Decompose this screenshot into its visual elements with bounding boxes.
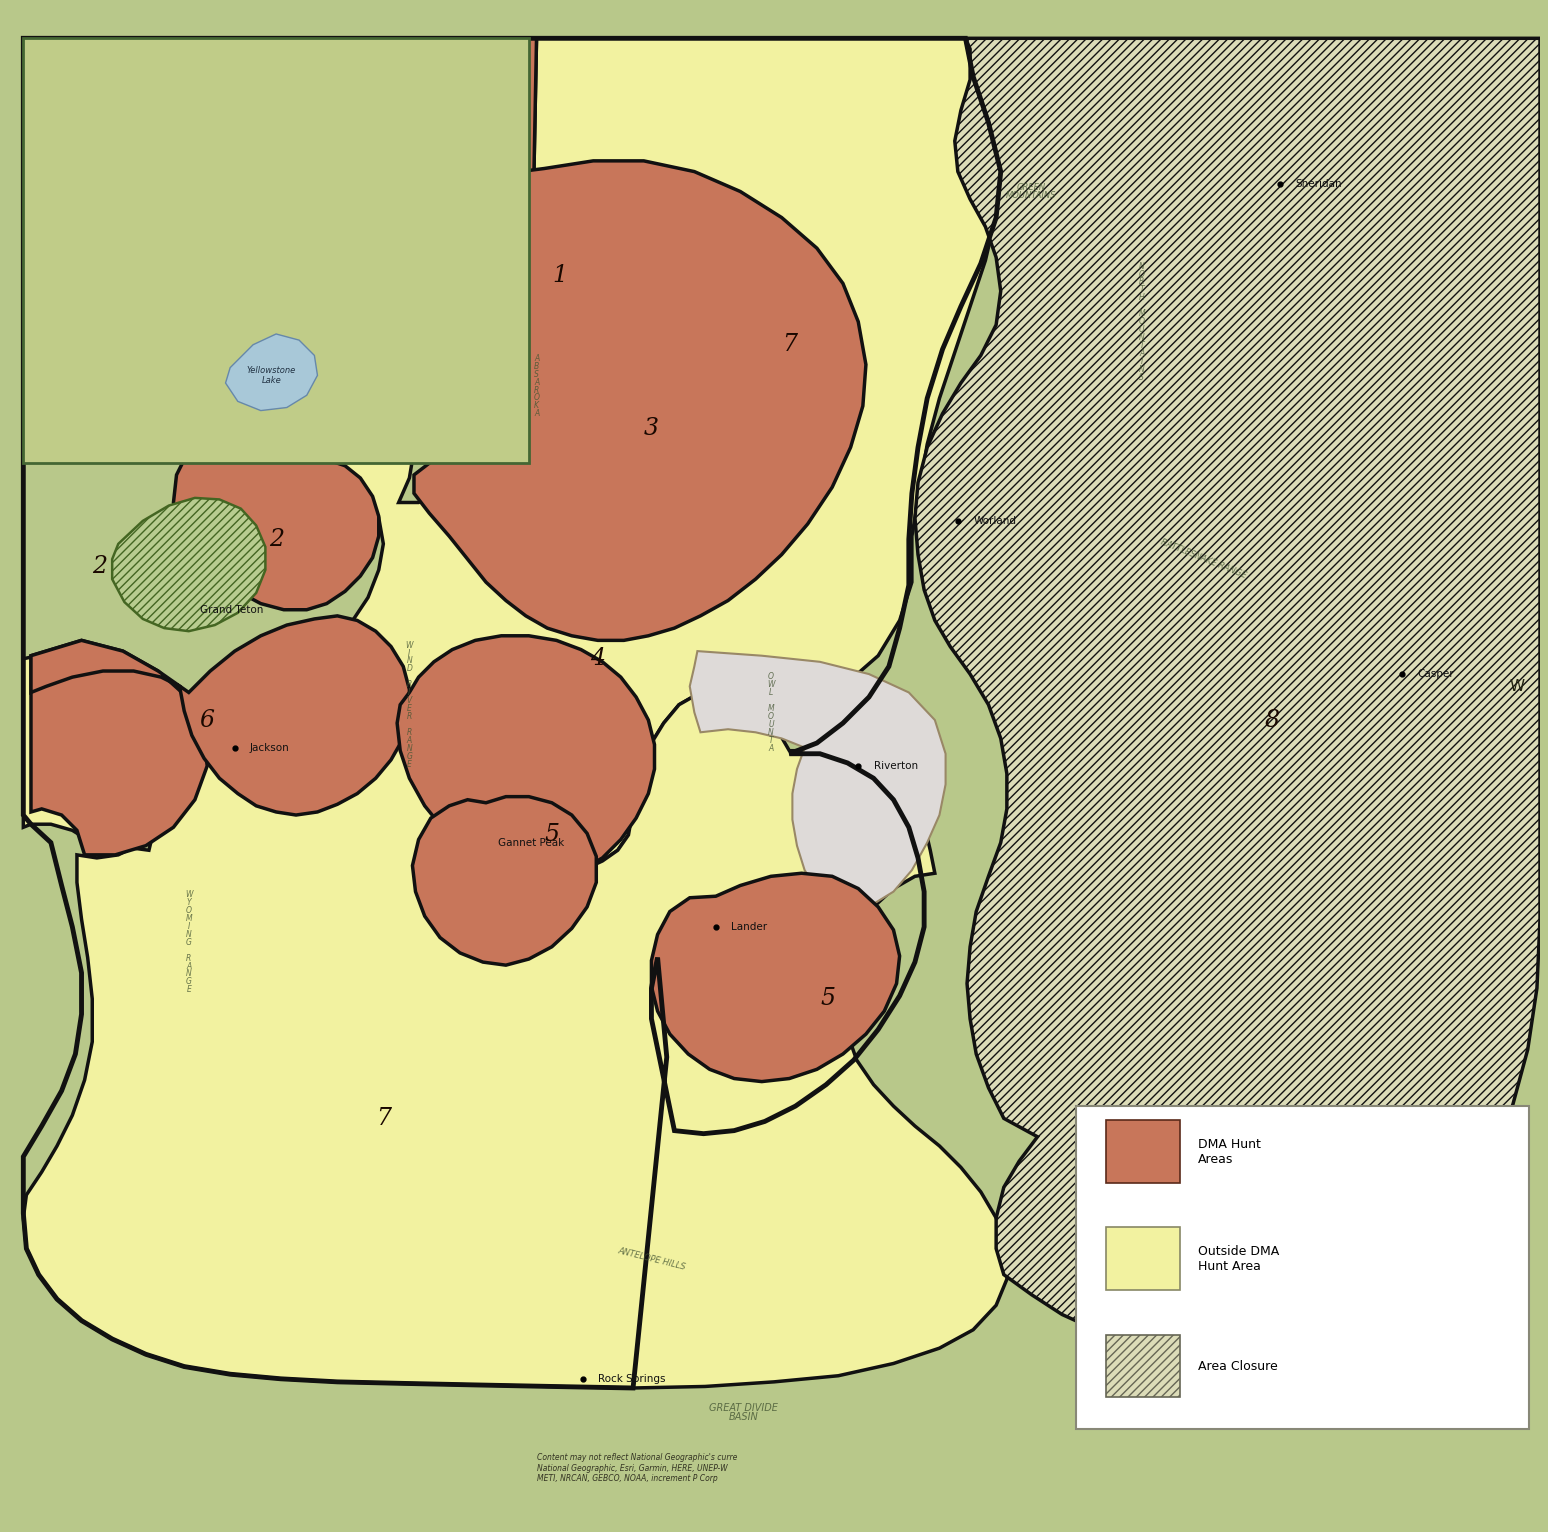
Text: 5: 5 [820, 987, 834, 1011]
Bar [1107, 1227, 1180, 1290]
Text: 7: 7 [376, 1106, 390, 1131]
Text: 1: 1 [553, 264, 567, 288]
Polygon shape [690, 651, 946, 907]
Text: Jackson: Jackson [251, 743, 289, 752]
Text: Gannet Peak: Gannet Peak [498, 838, 565, 847]
Text: Rock Springs: Rock Springs [598, 1374, 666, 1383]
Text: Worland: Worland [974, 516, 1015, 525]
Text: Casper: Casper [1418, 669, 1454, 679]
Text: 5: 5 [545, 823, 559, 847]
Bar [1107, 1334, 1180, 1397]
Text: A
B
S
A
R
O
K
A: A B S A R O K A [534, 354, 540, 418]
Text: Sheridan: Sheridan [1294, 179, 1342, 188]
Text: 2: 2 [93, 555, 107, 579]
Polygon shape [412, 797, 596, 965]
Polygon shape [398, 636, 655, 879]
Text: N
O
R
T
H

M
O
U
N
T
A
I
N
S: N O R T H M O U N T A I N S [1138, 262, 1146, 381]
Text: Lander: Lander [731, 922, 768, 931]
Text: 7: 7 [782, 332, 797, 357]
Polygon shape [652, 873, 899, 1082]
Text: 8: 8 [1265, 708, 1279, 732]
Text: 3: 3 [644, 417, 659, 441]
Polygon shape [226, 334, 317, 411]
Polygon shape [291, 38, 1000, 870]
Text: GREAT DIVIDE
BASIN: GREAT DIVIDE BASIN [709, 1403, 777, 1422]
Polygon shape [23, 647, 1006, 1388]
Text: Area Closure: Area Closure [1198, 1360, 1279, 1373]
Text: RATTLESNAKE RANGE: RATTLESNAKE RANGE [1159, 538, 1248, 581]
Polygon shape [342, 161, 865, 640]
Bar [1107, 1120, 1180, 1183]
Text: Outside DMA
Hunt Area: Outside DMA Hunt Area [1198, 1246, 1280, 1273]
Polygon shape [31, 616, 409, 815]
Polygon shape [173, 417, 379, 610]
Text: W
Y
O
M
I
N
G

R
A
N
G
E: W Y O M I N G R A N G E [186, 890, 192, 994]
Polygon shape [238, 38, 537, 306]
Text: Rawlins: Rawlins [1156, 1198, 1197, 1207]
Text: Grand Teton: Grand Teton [200, 605, 263, 614]
Text: 4: 4 [590, 647, 605, 671]
Text: Content may not reflect National Geographic's curre
National Geographic, Esri, G: Content may not reflect National Geograp… [537, 1454, 737, 1483]
Text: W
I
N
D

R
I
V
E
R

R
A
N
G
E: W I N D R I V E R R A N G E [406, 640, 413, 769]
Bar [23, 38, 529, 463]
Polygon shape [111, 498, 265, 631]
Polygon shape [915, 38, 1540, 1356]
Polygon shape [31, 640, 207, 855]
Text: 6: 6 [200, 708, 215, 732]
Text: Riverton: Riverton [873, 761, 918, 771]
Text: W: W [1509, 679, 1525, 694]
Text: 2: 2 [269, 527, 283, 552]
FancyBboxPatch shape [1076, 1106, 1529, 1429]
Text: Yellowstone
Lake: Yellowstone Lake [246, 366, 296, 385]
Text: DMA Hunt
Areas: DMA Hunt Areas [1198, 1138, 1262, 1166]
Text: GREEN
MOUNTAINS: GREEN MOUNTAINS [1006, 182, 1057, 201]
Text: ANTELOPE HILLS: ANTELOPE HILLS [616, 1247, 686, 1272]
Text: O
W
L

M
O
U
N
T
A: O W L M O U N T A [768, 673, 774, 752]
